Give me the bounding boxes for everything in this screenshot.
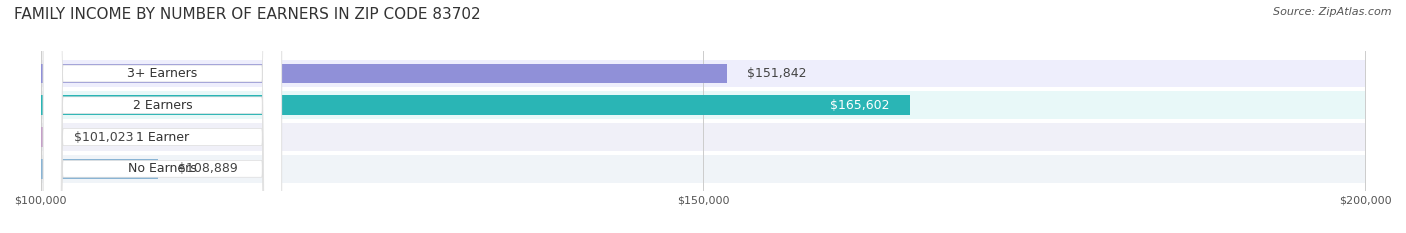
FancyBboxPatch shape — [44, 0, 281, 233]
FancyBboxPatch shape — [44, 0, 281, 233]
Text: Source: ZipAtlas.com: Source: ZipAtlas.com — [1274, 7, 1392, 17]
Text: 2 Earners: 2 Earners — [132, 99, 193, 112]
Bar — [41, 91, 1365, 119]
Text: $108,889: $108,889 — [179, 162, 238, 175]
FancyBboxPatch shape — [44, 0, 281, 233]
Bar — [41, 64, 727, 83]
Text: FAMILY INCOME BY NUMBER OF EARNERS IN ZIP CODE 83702: FAMILY INCOME BY NUMBER OF EARNERS IN ZI… — [14, 7, 481, 22]
Bar — [41, 96, 910, 115]
Text: 3+ Earners: 3+ Earners — [128, 67, 198, 80]
Bar — [41, 123, 1365, 151]
FancyBboxPatch shape — [44, 0, 281, 233]
Bar — [41, 159, 159, 179]
Text: $101,023: $101,023 — [75, 130, 134, 144]
Text: No Earners: No Earners — [128, 162, 197, 175]
Bar — [41, 127, 53, 147]
Text: $165,602: $165,602 — [831, 99, 890, 112]
Text: $151,842: $151,842 — [747, 67, 807, 80]
Text: 1 Earner: 1 Earner — [136, 130, 188, 144]
Bar — [41, 59, 1365, 87]
Bar — [41, 155, 1365, 183]
